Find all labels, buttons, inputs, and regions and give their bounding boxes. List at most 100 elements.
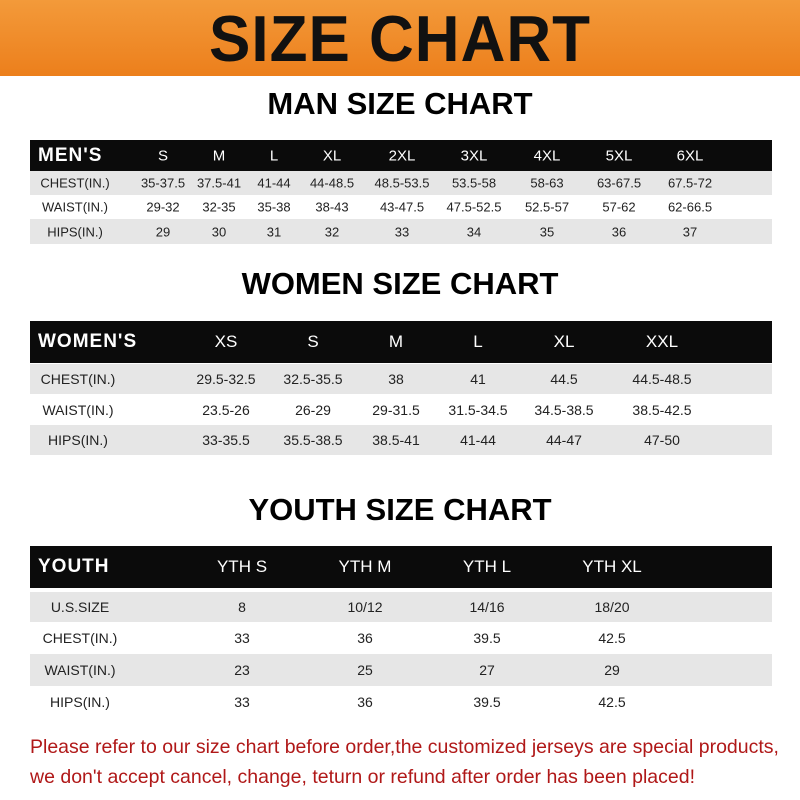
table-cell: 35-37.5 — [140, 175, 186, 191]
table-row: CHEST(IN.) 35-37.5 37.5-41 41-44 44-48.5 48.5… — [30, 171, 772, 195]
table-row: CHEST(IN.) 29.5-32.5 32.5-35.5 38 41 44.5 44.5… — [30, 364, 772, 394]
table-row: HIPS(IN.) 33-35.5 35.5-38.5 38.5-41 41-44 44-… — [30, 425, 772, 455]
row-label: WAIST(IN.) — [42, 402, 114, 418]
table-row: WAIST(IN.) 23.5-26 26-29 29-31.5 31.5-34.5 34… — [30, 395, 772, 425]
table-cell: 26-29 — [295, 402, 331, 418]
table-cell: 14/16 — [469, 599, 505, 615]
table-cell: 23 — [234, 662, 250, 678]
row-label: WAIST(IN.) — [42, 199, 108, 215]
table-cell: 44.5-48.5 — [632, 371, 692, 387]
page-title: SIZE CHART — [209, 3, 591, 76]
size-header: L — [269, 147, 279, 164]
row-label: HIPS(IN.) — [48, 432, 108, 448]
men-title: MAN SIZE CHART — [267, 86, 533, 121]
size-header: YTH M — [338, 557, 392, 576]
table-row: WAIST(IN.) 23 25 27 29 — [30, 654, 772, 686]
table-cell: 41-44 — [257, 175, 291, 191]
table-cell: 37 — [682, 224, 698, 239]
header-label: MEN'S — [38, 144, 103, 166]
table-cell: 36 — [611, 224, 627, 239]
table-cell: 38 — [388, 371, 404, 387]
table-cell: 44.5 — [550, 371, 578, 387]
table-cell: 32.5-35.5 — [283, 371, 343, 387]
table-cell: 29 — [155, 224, 171, 239]
table-cell: 33 — [234, 693, 250, 710]
table-cell: 36 — [357, 630, 373, 646]
table-cell: 57-62 — [602, 199, 636, 215]
row-label: U.S.SIZE — [50, 599, 110, 615]
table-cell: 31.5-34.5 — [448, 402, 508, 418]
size-header: YTH L — [462, 557, 512, 576]
table-cell: 63-67.5 — [596, 175, 642, 191]
size-header: S — [307, 332, 319, 351]
table-cell: 33 — [394, 224, 410, 239]
size-header: M — [212, 147, 226, 164]
table-cell: 48.5-53.5 — [374, 175, 430, 191]
table-cell: 25 — [357, 662, 373, 678]
table-row: WAIST(IN.) 29-32 32-35 35-38 38-43 43-47.5 47.… — [30, 195, 772, 219]
table-cell: 41 — [470, 371, 486, 387]
table-cell: 8 — [238, 599, 246, 615]
table-cell: 43-47.5 — [379, 199, 425, 215]
table-cell: 42.5 — [598, 630, 626, 646]
table-row: CHEST(IN.) 33 36 39.5 42.5 — [30, 622, 772, 654]
table-cell: 32 — [324, 224, 340, 239]
size-header: M — [388, 332, 404, 351]
size-header: S — [157, 147, 169, 164]
table-cell: 52.5-57 — [524, 199, 570, 215]
table-cell: 29-32 — [146, 199, 180, 215]
size-header: 2XL — [388, 147, 416, 164]
table-cell: 33-35.5 — [202, 432, 250, 448]
table-header: WOMEN'S XS S M L XL XXL — [30, 321, 772, 363]
size-header: L — [473, 332, 483, 351]
table-cell: 30 — [211, 224, 227, 239]
size-header: YTH XL — [582, 557, 642, 576]
table-cell: 35-38 — [257, 199, 291, 215]
table-cell: 44-48.5 — [309, 175, 355, 191]
table-cell: 34.5-38.5 — [534, 402, 594, 418]
table-cell: 39.5 — [473, 630, 501, 646]
table-cell: 32-35 — [202, 199, 236, 215]
table-cell: 34 — [466, 224, 482, 239]
table-row: HIPS(IN.) 29 30 31 32 33 34 35 36 37 — [30, 219, 772, 244]
table-cell: 39.5 — [473, 693, 501, 710]
size-header: 6XL — [676, 147, 704, 164]
note-line-2: we don't accept cancel, change, teturn o… — [30, 766, 695, 788]
title-banner: SIZE CHART — [0, 0, 800, 76]
row-label: HIPS(IN.) — [47, 224, 103, 239]
row-label: CHEST(IN.) — [40, 371, 116, 387]
table-cell: 67.5-72 — [667, 175, 713, 191]
table-cell: 41-44 — [460, 432, 496, 448]
table-cell: 44-47 — [546, 432, 582, 448]
header-label: YOUTH — [38, 556, 110, 577]
table-cell: 33 — [234, 630, 250, 646]
size-header: 4XL — [533, 147, 561, 164]
women-title: WOMEN SIZE CHART — [241, 266, 559, 301]
table-cell: 47-50 — [644, 432, 680, 448]
table-cell: 29 — [604, 662, 620, 678]
table-cell: 35 — [539, 224, 555, 239]
size-header: XXL — [645, 332, 679, 351]
table-cell: 38.5-42.5 — [632, 402, 692, 418]
size-header: 5XL — [605, 147, 633, 164]
table-cell: 42.5 — [598, 693, 626, 710]
row-label: CHEST(IN.) — [40, 175, 110, 191]
table-cell: 27 — [479, 662, 495, 678]
youth-title: YOUTH SIZE CHART — [248, 492, 552, 527]
table-row: U.S.SIZE 8 10/12 14/16 18/20 — [30, 592, 772, 622]
table-cell: 31 — [266, 224, 282, 239]
table-cell: 10/12 — [347, 599, 383, 615]
row-label: CHEST(IN.) — [42, 630, 118, 646]
table-cell: 18/20 — [594, 599, 630, 615]
table-row: HIPS(IN.) 33 36 39.5 42.5 — [30, 686, 772, 717]
table-cell: 58-63 — [530, 175, 564, 191]
table-cell: 38-43 — [315, 199, 349, 215]
table-header: YOUTH YTH S YTH M YTH L YTH XL — [30, 546, 772, 588]
note-line-1: Please refer to our size chart before or… — [30, 736, 779, 758]
table-cell: 23.5-26 — [202, 402, 250, 418]
table-cell: 35.5-38.5 — [283, 432, 343, 448]
size-header: YTH S — [216, 557, 268, 576]
size-header: XL — [553, 332, 575, 351]
table-cell: 53.5-58 — [451, 175, 497, 191]
row-label: WAIST(IN.) — [44, 662, 116, 678]
